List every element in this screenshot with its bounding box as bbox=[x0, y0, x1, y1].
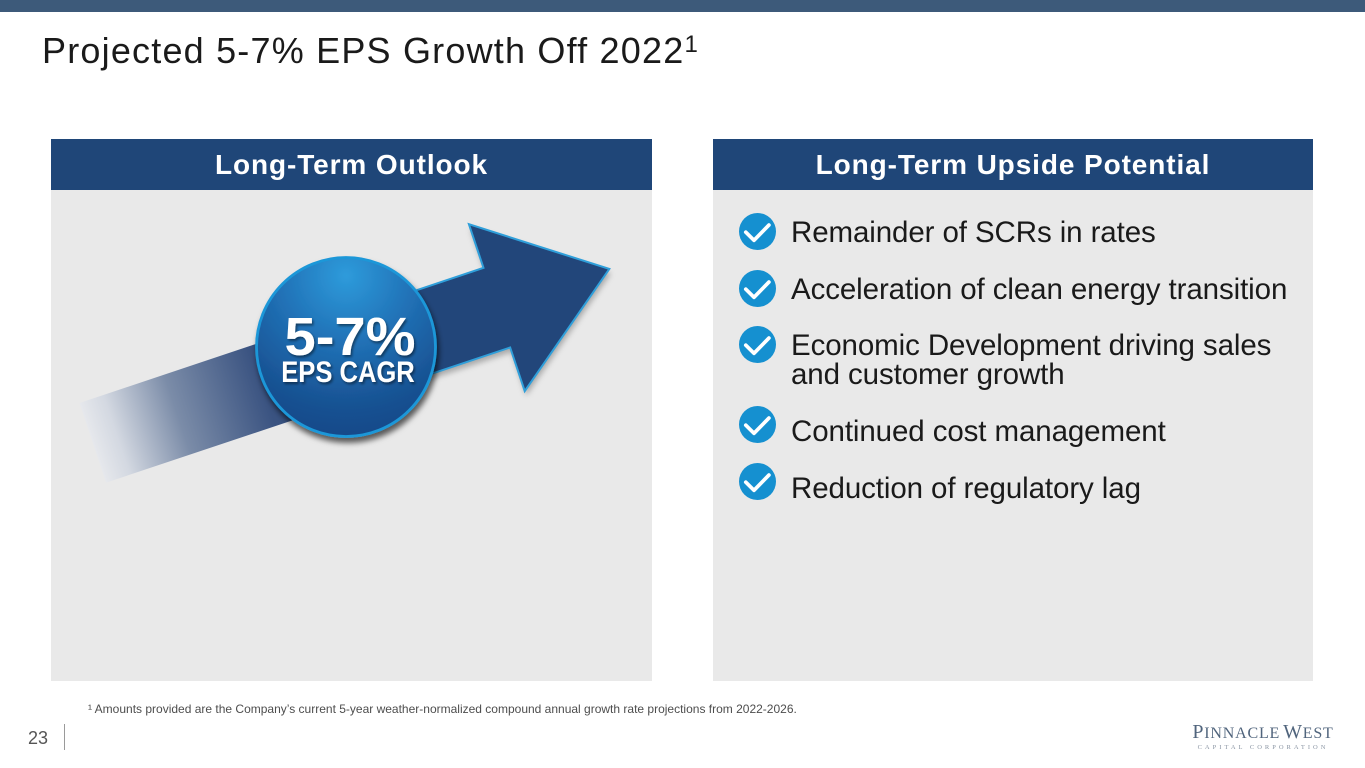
svg-text:EPS CAGR: EPS CAGR bbox=[281, 356, 415, 389]
svg-text:5-7%: 5-7% bbox=[285, 307, 416, 367]
